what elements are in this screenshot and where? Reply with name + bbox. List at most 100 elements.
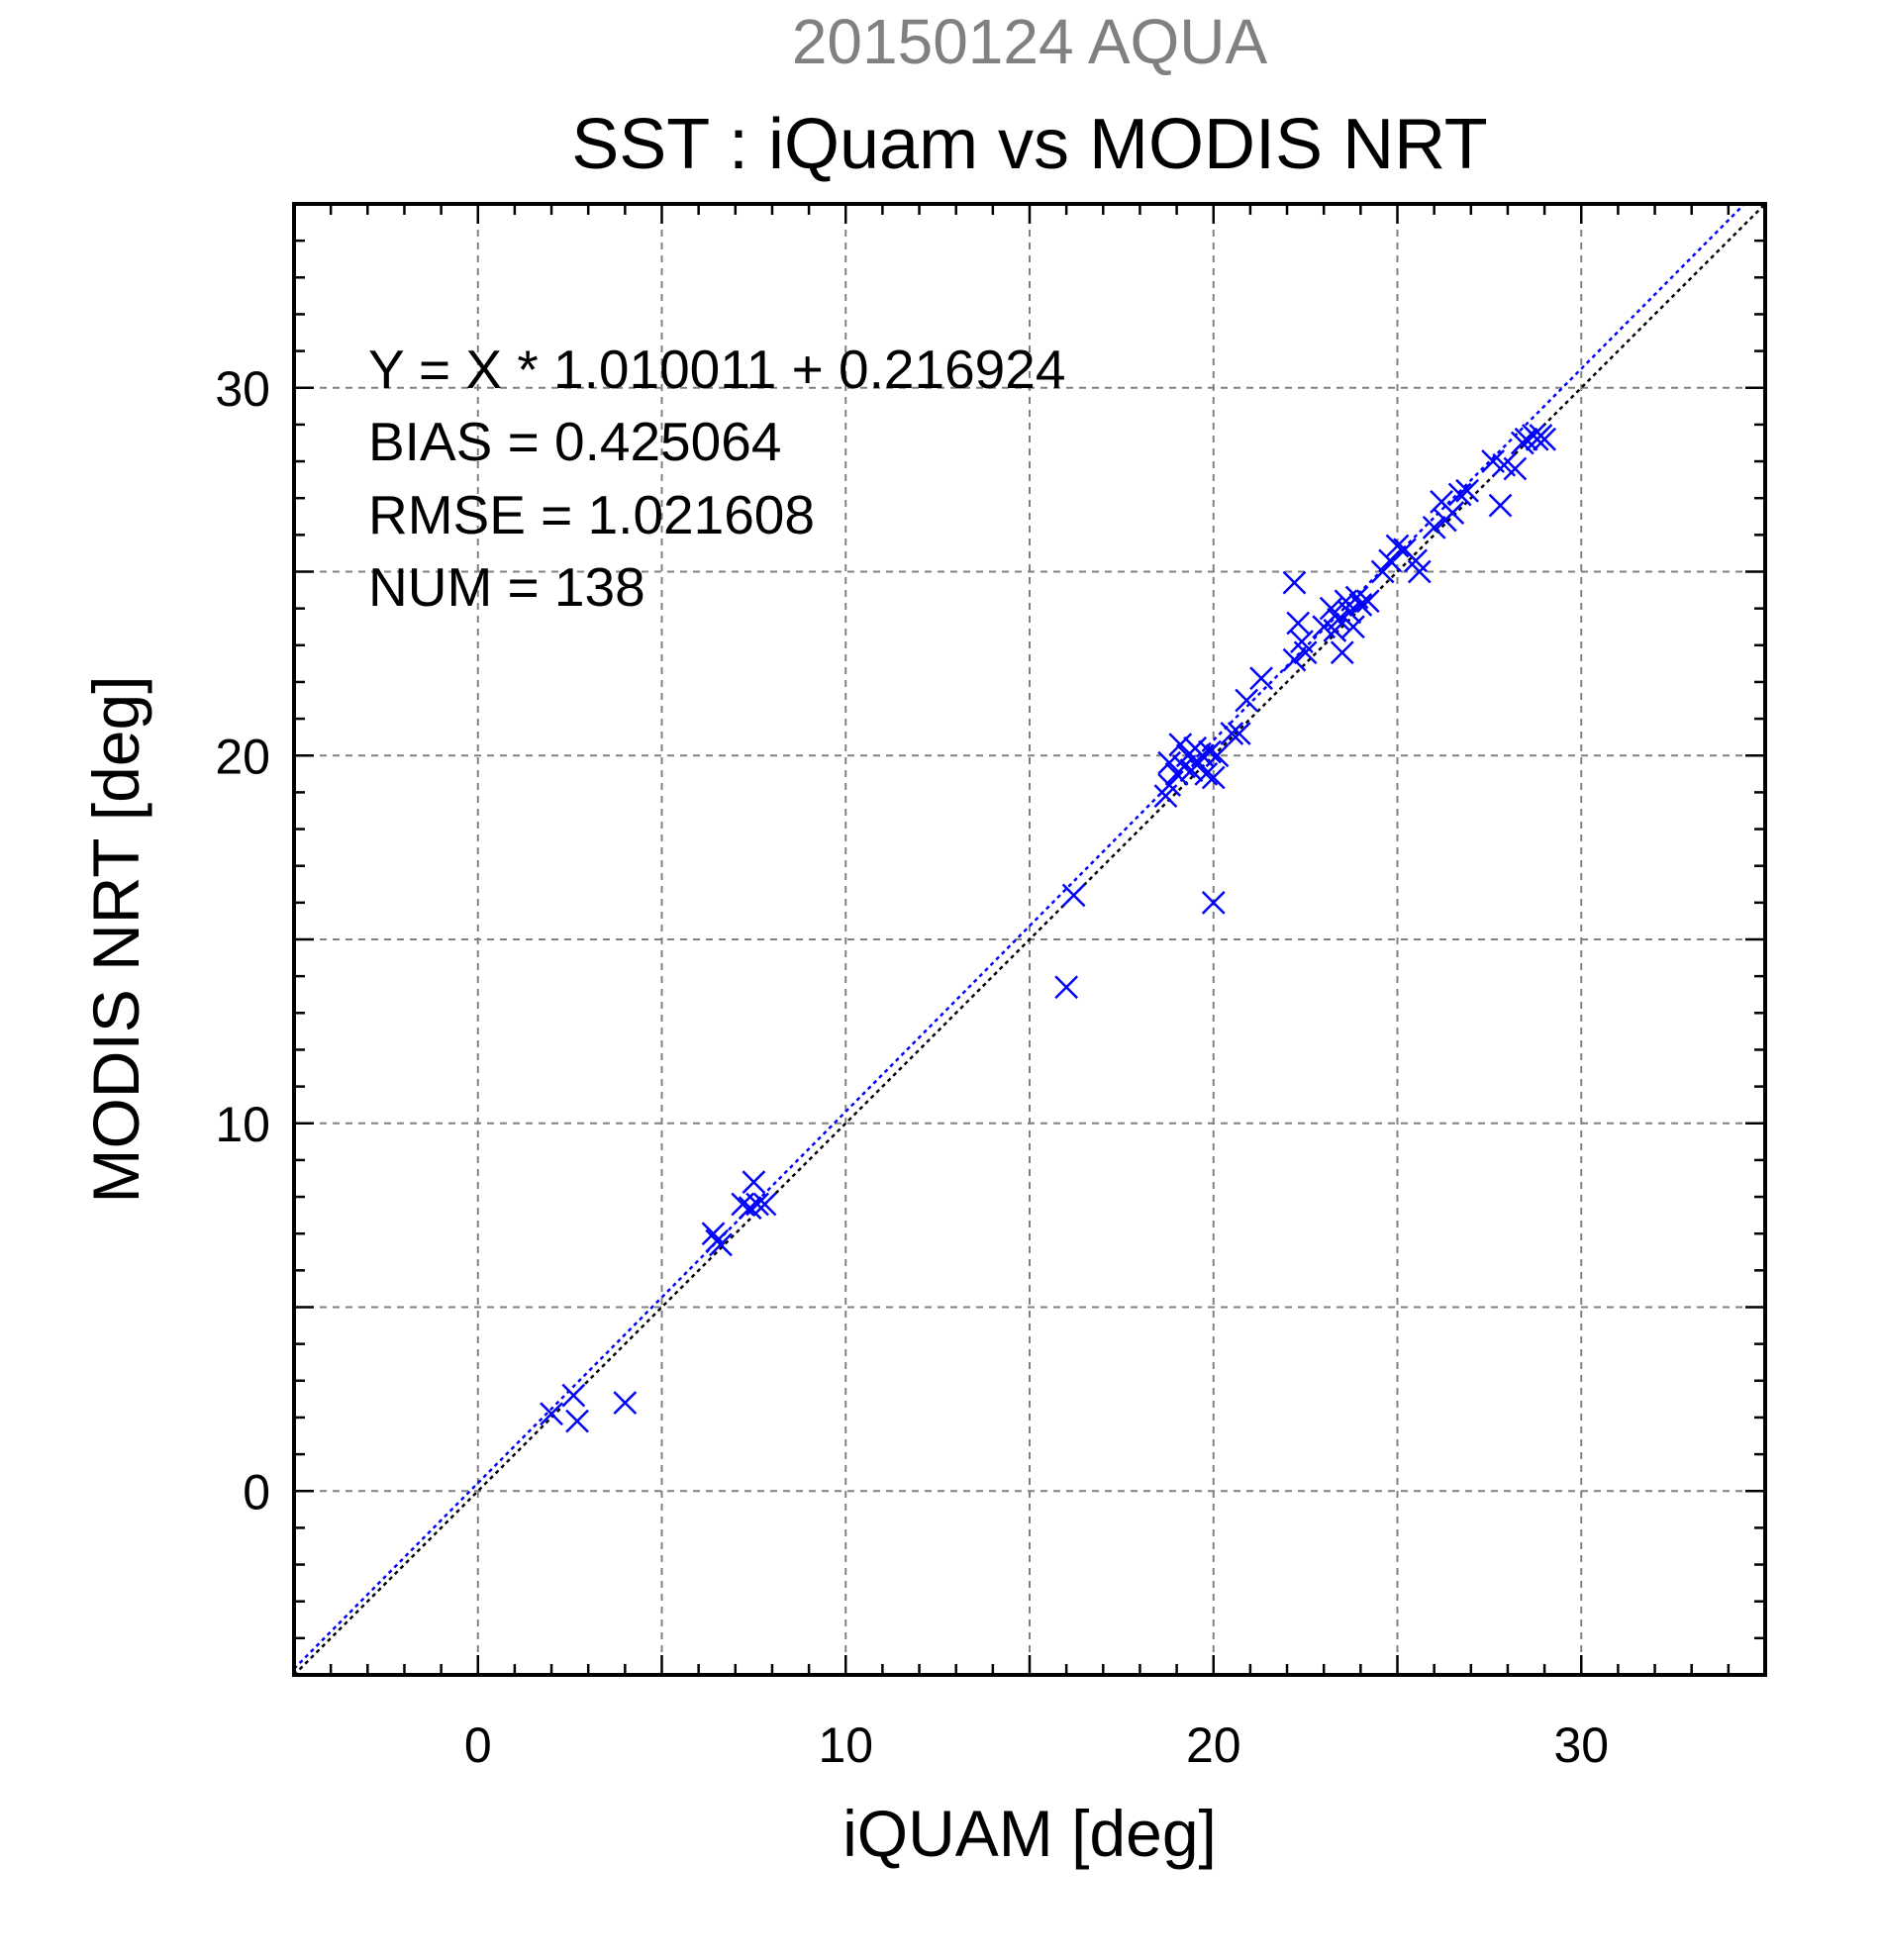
data-point [1157,773,1182,797]
data-point-stroke [1422,516,1446,539]
plot-frame [292,202,1767,1677]
x-tick-label: 30 [1553,1717,1609,1773]
data-points [540,424,1556,1433]
reference-lines [294,204,1765,1675]
data-point [1194,761,1219,786]
x-tick-label: 10 [818,1717,873,1773]
x-tick-label: 0 [464,1717,492,1773]
data-point [1286,611,1311,636]
data-point-stroke [1220,722,1244,745]
data-point [1488,493,1513,518]
data-point-stroke [1355,589,1380,614]
data-point [1061,883,1086,908]
data-point-stroke [1286,611,1311,636]
y-axis-label: MODIS NRT [deg] [79,675,152,1203]
data-point [1201,765,1226,790]
bias-text: BIAS = 0.425064 [368,411,781,472]
data-point-stroke [1319,596,1343,621]
data-point [1378,548,1402,573]
data-point-stroke [1404,548,1428,573]
data-point-stroke [561,1383,586,1408]
data-point [709,1232,733,1257]
data-point [1235,688,1259,713]
data-point [1341,615,1365,639]
data-point-stroke [745,1192,769,1217]
data-point-stroke [1227,722,1251,745]
data-point [742,1170,766,1195]
data-point [540,1402,563,1426]
data-point-stroke [1447,482,1472,507]
grid-lines [294,204,1765,1675]
data-point-stroke [1341,615,1365,639]
data-point-stroke [1235,688,1259,713]
data-point [1440,501,1465,525]
tick-labels: 0 10 20 30 0 10 20 30 [215,361,1609,1773]
data-point [1455,478,1479,503]
data-point [1337,600,1362,625]
data-point-stroke [1488,493,1513,518]
data-point-stroke [1157,773,1182,797]
data-point [1227,722,1251,745]
data-point [745,1192,769,1217]
data-point-stroke [1205,743,1230,768]
data-point-stroke [738,1196,762,1221]
data-point-stroke [1168,733,1193,756]
data-point-stroke [1330,640,1354,665]
data-point [1533,427,1556,451]
data-point-stroke [1312,615,1336,639]
data-point [1514,427,1538,451]
data-point-stroke [1327,607,1350,632]
stats-block: Y = X * 1.010011 + 0.216924 BIAS = 0.425… [368,339,1065,618]
data-point-stroke [742,1170,766,1195]
y-tick-label: 20 [215,729,270,784]
y-tick-label: 30 [215,361,270,417]
data-point-stroke [1290,630,1314,653]
data-point-stroke [1157,750,1182,775]
data-point [1330,640,1354,665]
data-point-stroke [540,1402,563,1426]
chart-title: SST : iQuam vs MODIS NRT [571,105,1488,184]
data-point-stroke [1533,427,1556,451]
data-point [1220,722,1244,745]
data-point-stroke [1385,534,1410,558]
data-point-stroke [752,1192,777,1217]
data-point [1201,890,1226,915]
chart-suptitle: 20150124 AQUA [792,6,1268,77]
data-point-stroke [1348,593,1373,617]
data-point-stroke [1293,640,1318,665]
data-point [1054,975,1079,1000]
data-point-stroke [1455,478,1479,503]
data-point [1407,559,1432,584]
data-point-stroke [613,1391,638,1415]
data-point-stroke [1514,427,1538,451]
data-point [1348,593,1373,617]
data-point [1422,516,1446,539]
data-point-stroke [1440,501,1465,525]
data-point-stroke [1503,456,1528,481]
data-point [738,1196,762,1221]
data-point [1282,570,1307,595]
data-point-stroke [1282,570,1307,595]
fit-equation-text: Y = X * 1.010011 + 0.216924 [368,339,1065,400]
y-tick-label: 0 [243,1464,270,1519]
data-point-stroke [1430,490,1453,514]
data-point-stroke [1061,883,1086,908]
data-point-stroke [1407,559,1432,584]
data-point-stroke [1393,538,1417,562]
data-point-stroke [1344,585,1369,610]
identity-line [294,204,1765,1675]
data-point [1282,647,1307,672]
data-point [701,1222,726,1246]
rmse-text: RMSE = 1.021608 [368,484,815,545]
data-point-stroke [1201,765,1226,790]
data-point [1503,456,1528,481]
y-tick-label: 10 [215,1097,270,1152]
data-point [1205,743,1230,768]
data-point [1327,607,1350,632]
data-point-stroke [1282,647,1307,672]
data-point-stroke [701,1222,726,1246]
data-point [1168,733,1193,756]
data-point-stroke [709,1232,733,1257]
data-point [1293,640,1318,665]
